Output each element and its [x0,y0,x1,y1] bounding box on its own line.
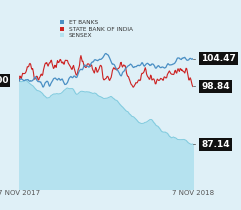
Text: 98.84: 98.84 [201,82,230,91]
Text: 104.47: 104.47 [201,54,236,63]
Legend: ET BANKS, STATE BANK OF INDIA, SENSEX: ET BANKS, STATE BANK OF INDIA, SENSEX [60,20,133,38]
Text: 87.14: 87.14 [201,139,230,148]
Text: 100: 100 [0,76,8,85]
